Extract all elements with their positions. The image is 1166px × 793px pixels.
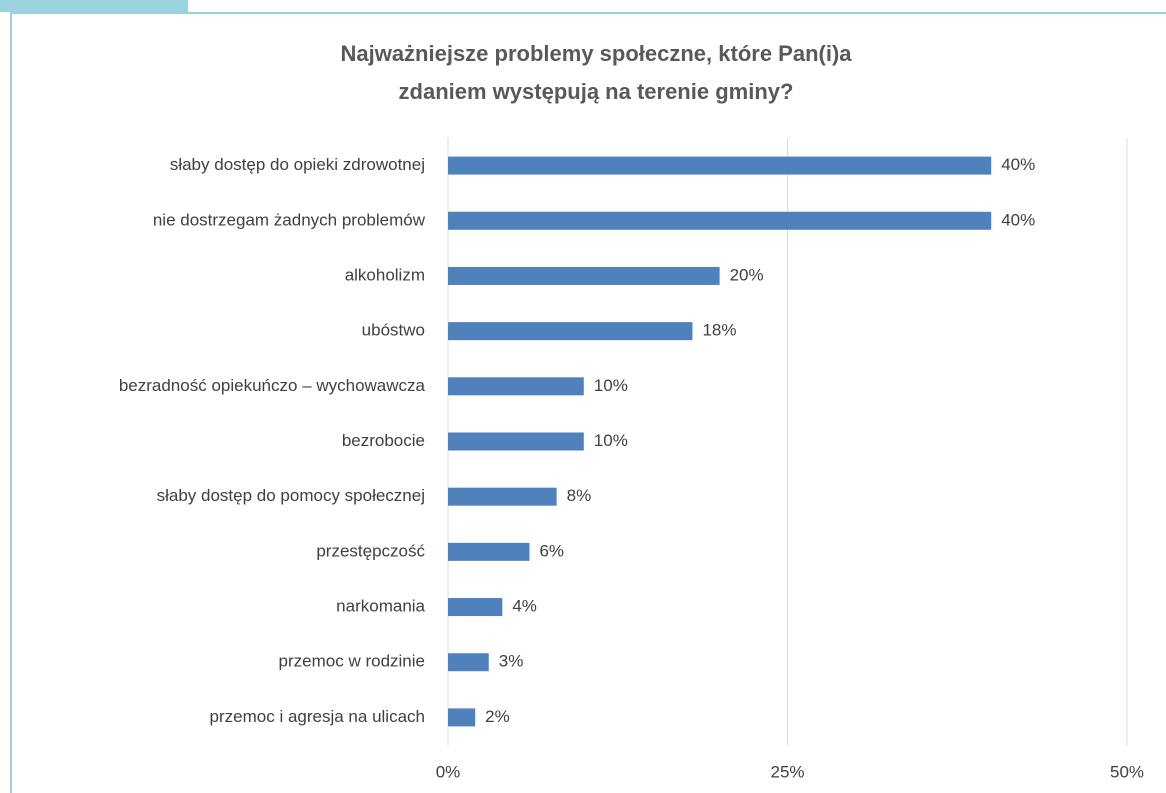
y-tick-label: bezradność opiekuńczo – wychowawcza <box>119 376 426 395</box>
bar <box>448 487 557 506</box>
bar <box>448 266 720 285</box>
bar <box>448 156 992 175</box>
y-tick-label: alkoholizm <box>345 265 425 284</box>
y-tick-label: nie dostrzegam żadnych problemów <box>153 210 426 229</box>
bar <box>448 708 476 727</box>
y-tick-label: bezrobocie <box>342 431 425 450</box>
x-tick-label: 50% <box>1110 762 1144 781</box>
bar <box>448 598 503 617</box>
y-tick-label: ubóstwo <box>362 321 425 340</box>
bar <box>448 322 693 341</box>
corner-tab <box>0 0 188 12</box>
x-tick-label: 25% <box>770 762 804 781</box>
bar <box>448 377 584 396</box>
value-label: 40% <box>1001 155 1035 174</box>
x-tick-label: 0% <box>436 762 461 781</box>
value-label: 18% <box>702 321 736 340</box>
value-label: 3% <box>499 652 524 671</box>
value-label: 10% <box>594 376 628 395</box>
value-label: 10% <box>594 431 628 450</box>
value-label: 6% <box>539 541 564 560</box>
y-tick-label: przemoc i agresja na ulicach <box>210 707 425 726</box>
y-tick-label: przemoc w rodzinie <box>279 652 425 671</box>
value-label: 8% <box>567 486 592 505</box>
chart-title: Najważniejsze problemy społeczne, które … <box>340 41 852 66</box>
y-tick-label: przestępczość <box>316 541 425 560</box>
bar <box>448 653 489 672</box>
bar <box>448 211 992 230</box>
chart-title: zdaniem występują na terenie gminy? <box>399 79 794 104</box>
bar <box>448 542 530 561</box>
y-tick-label: narkomania <box>336 597 425 616</box>
value-label: 4% <box>512 597 537 616</box>
y-tick-label: słaby dostęp do pomocy społecznej <box>157 486 425 505</box>
value-label: 20% <box>730 265 764 284</box>
y-tick-label: słaby dostęp do opieki zdrowotnej <box>170 155 425 174</box>
bar <box>448 432 584 451</box>
value-label: 2% <box>485 707 510 726</box>
value-label: 40% <box>1001 210 1035 229</box>
